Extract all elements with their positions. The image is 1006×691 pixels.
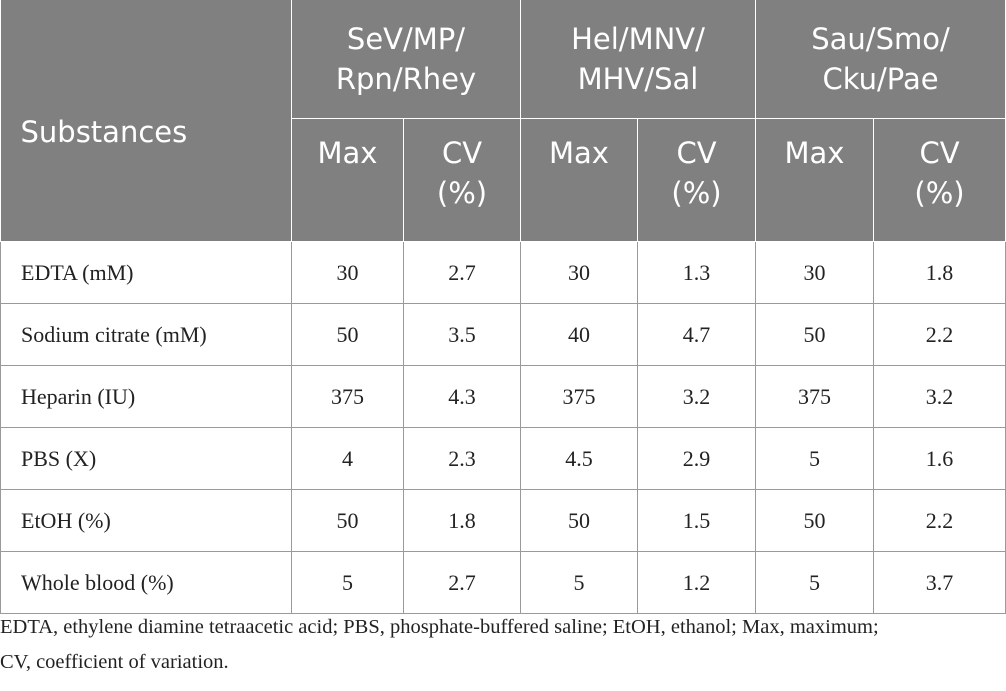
column-header-text: CV (%) bbox=[436, 136, 488, 210]
table-row: EDTA (mM) 30 2.7 30 1.3 30 1.8 bbox=[0, 241, 1006, 304]
table-row: Whole blood (%) 5 2.7 5 1.2 5 3.7 bbox=[0, 551, 1006, 614]
group-header-line: Rpn/Rhey bbox=[335, 62, 477, 96]
corner-header: Substances bbox=[0, 0, 292, 242]
group-header-line: Cku/Pae bbox=[822, 62, 939, 96]
table-row: PBS (X) 4 2.3 4.5 2.9 5 1.6 bbox=[0, 427, 1006, 490]
cell: 375 bbox=[755, 365, 874, 428]
table-row: Heparin (IU) 375 4.3 375 3.2 375 3.2 bbox=[0, 365, 1006, 428]
cell: 1.2 bbox=[637, 551, 756, 614]
table-row: EtOH (%) 50 1.8 50 1.5 50 2.2 bbox=[0, 489, 1006, 552]
group-header: SeV/MP/Rpn/Rhey bbox=[291, 0, 521, 119]
cell: 4.3 bbox=[403, 365, 521, 428]
cell: 30 bbox=[755, 241, 874, 304]
column-header: CV (%) bbox=[637, 118, 756, 242]
cell: 1.6 bbox=[872, 427, 1006, 490]
cell: 30 bbox=[291, 241, 404, 304]
cell: 5 bbox=[755, 551, 874, 614]
row-label: Whole blood (%) bbox=[0, 551, 292, 614]
cell: 4 bbox=[291, 427, 404, 490]
row-label: EDTA (mM) bbox=[0, 241, 292, 304]
cell: 50 bbox=[291, 303, 404, 366]
row-label: EtOH (%) bbox=[0, 489, 292, 552]
cell: 30 bbox=[520, 241, 638, 304]
group-header-line: MHV/Sal bbox=[577, 62, 699, 96]
cell: 4.5 bbox=[520, 427, 638, 490]
column-header-text: Max bbox=[317, 136, 378, 170]
cell: 3.2 bbox=[637, 365, 756, 428]
row-label: Sodium citrate (mM) bbox=[0, 303, 292, 366]
cell: 50 bbox=[520, 489, 638, 552]
group-header-line: SeV/MP/ bbox=[346, 22, 466, 56]
row-label: PBS (X) bbox=[0, 427, 292, 490]
column-header-text: CV (%) bbox=[671, 136, 722, 210]
column-header: Max bbox=[755, 118, 874, 242]
column-header: Max bbox=[291, 118, 404, 242]
cell: 1.3 bbox=[637, 241, 756, 304]
table-row: Sodium citrate (mM) 50 3.5 40 4.7 50 2.2 bbox=[0, 303, 1006, 366]
cell: 50 bbox=[755, 303, 874, 366]
cell: 4.7 bbox=[637, 303, 756, 366]
cell: 3.2 bbox=[872, 365, 1006, 428]
cell: 50 bbox=[755, 489, 874, 552]
group-header: Hel/MNV/MHV/Sal bbox=[520, 0, 756, 119]
cell: 5 bbox=[755, 427, 874, 490]
cell: 5 bbox=[291, 551, 404, 614]
cell: 1.8 bbox=[872, 241, 1006, 304]
data-table: Substances SeV/MP/Rpn/Rhey Hel/MNV/MHV/Sal… bbox=[0, 0, 1006, 614]
column-header-text: Max bbox=[549, 136, 609, 170]
cell: 1.8 bbox=[403, 489, 521, 552]
cell: 5 bbox=[520, 551, 638, 614]
cell: 2.9 bbox=[637, 427, 756, 490]
cell: 1.5 bbox=[637, 489, 756, 552]
group-header: Sau/Smo/Cku/Pae bbox=[754, 0, 1006, 119]
cell: 2.3 bbox=[403, 427, 521, 490]
cell: 2.7 bbox=[403, 241, 521, 304]
footnote: EDTA, ethylene diamine tetraacetic acid;… bbox=[0, 616, 879, 673]
row-label: Heparin (IU) bbox=[0, 365, 292, 428]
column-header: CV (%) bbox=[403, 118, 521, 242]
cell: 3.7 bbox=[872, 551, 1006, 614]
cell: 2.2 bbox=[872, 303, 1006, 366]
column-header-text: Max bbox=[784, 136, 845, 170]
cell: 375 bbox=[520, 365, 638, 428]
cell: 50 bbox=[291, 489, 404, 552]
group-header-line: Hel/MNV/ bbox=[571, 22, 705, 56]
column-header-text: CV (%) bbox=[914, 136, 965, 210]
cell: 2.7 bbox=[403, 551, 521, 614]
column-header: Max bbox=[520, 118, 638, 242]
group-header-line: Sau/Smo/ bbox=[811, 22, 950, 56]
cell: 2.2 bbox=[872, 489, 1006, 552]
cell: 375 bbox=[291, 365, 404, 428]
column-header: CV (%) bbox=[872, 118, 1006, 242]
cell: 40 bbox=[520, 303, 638, 366]
cell: 3.5 bbox=[403, 303, 521, 366]
